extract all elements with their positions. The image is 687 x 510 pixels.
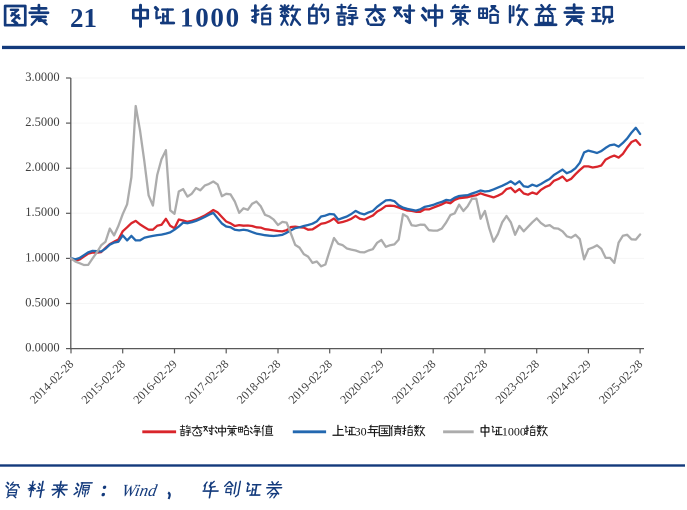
svg-text:1.5000: 1.5000 xyxy=(25,205,59,219)
svg-text:0.5000: 0.5000 xyxy=(25,295,59,309)
svg-text:2.5000: 2.5000 xyxy=(25,115,59,129)
svg-text:2.0000: 2.0000 xyxy=(25,160,59,174)
svg-text:1000: 1000 xyxy=(502,425,526,439)
svg-text:1.0000: 1.0000 xyxy=(25,250,59,264)
svg-text:Wind: Wind xyxy=(120,481,159,500)
svg-text:21: 21 xyxy=(70,3,97,33)
svg-text:3.0000: 3.0000 xyxy=(25,70,59,84)
svg-text:0.0000: 0.0000 xyxy=(25,341,59,355)
svg-text:1000: 1000 xyxy=(180,3,241,33)
svg-text:30: 30 xyxy=(355,425,367,439)
